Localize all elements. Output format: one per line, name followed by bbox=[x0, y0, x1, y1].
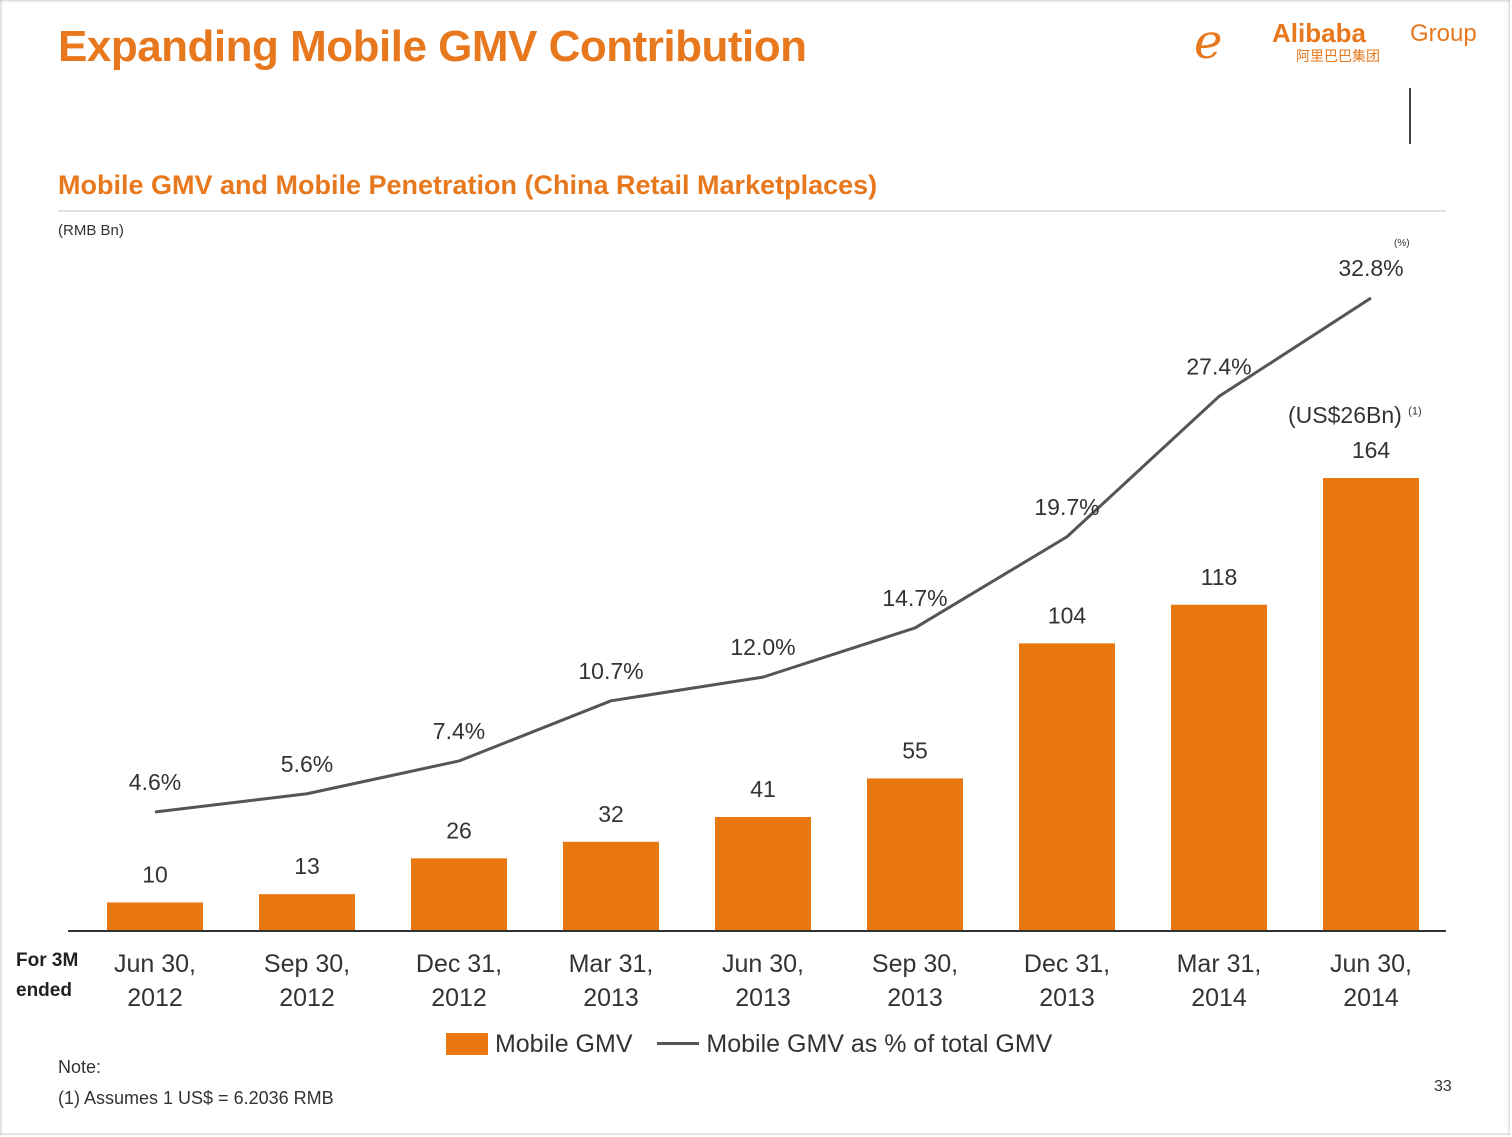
x-tick-label: Jun 30, bbox=[722, 950, 804, 978]
legend-line-swatch bbox=[657, 1042, 700, 1045]
left-axis-unit: (RMB Bn) bbox=[58, 222, 124, 239]
bar bbox=[411, 858, 507, 930]
bar bbox=[1019, 643, 1115, 930]
line-value-label: 5.6% bbox=[281, 751, 333, 777]
x-tick-label: Sep 30, bbox=[872, 950, 958, 978]
x-tick-label-year: 2014 bbox=[1191, 984, 1247, 1012]
x-tick-label-year: 2013 bbox=[887, 984, 943, 1012]
bar-value-label: 118 bbox=[1201, 564, 1238, 590]
x-tick-label-year: 2014 bbox=[1343, 984, 1399, 1012]
legend-bar-label: Mobile GMV bbox=[494, 1030, 633, 1058]
x-tick-label: Jun 30, bbox=[1330, 950, 1412, 978]
x-tick-label-year: 2012 bbox=[279, 984, 335, 1012]
line-value-label: 10.7% bbox=[578, 658, 643, 684]
logo-name: Alibaba bbox=[1272, 18, 1366, 48]
line-value-label: 7.4% bbox=[433, 718, 485, 744]
line-value-label: 19.7% bbox=[1034, 494, 1099, 520]
page-title: Expanding Mobile GMV Contribution bbox=[58, 22, 807, 71]
bar-value-label: 26 bbox=[446, 817, 472, 843]
bar bbox=[715, 817, 811, 930]
bar-value-label: 55 bbox=[902, 737, 928, 763]
divider bbox=[1409, 88, 1411, 144]
x-tick-label-year: 2012 bbox=[431, 984, 487, 1012]
line-value-label: 12.0% bbox=[730, 634, 795, 660]
right-axis-unit: (%) bbox=[1394, 238, 1410, 249]
bar bbox=[107, 902, 203, 930]
period-label: For 3M ended bbox=[16, 946, 78, 1006]
x-tick-label: Sep 30, bbox=[264, 950, 350, 978]
x-tick-label: Dec 31, bbox=[416, 950, 502, 978]
bar-value-label: 13 bbox=[294, 853, 320, 879]
bar-value-label: 10 bbox=[142, 861, 168, 887]
x-tick-label: Dec 31, bbox=[1024, 950, 1110, 978]
bar-value-label: 32 bbox=[598, 801, 624, 827]
x-tick-label: Mar 31, bbox=[1177, 950, 1262, 978]
usd-annotation-text: (US$26Bn) bbox=[1288, 402, 1402, 428]
bar bbox=[259, 894, 355, 930]
bar-value-label: 164 bbox=[1352, 437, 1391, 463]
page-number: 33 bbox=[1434, 1078, 1452, 1095]
bar bbox=[1171, 604, 1267, 930]
line-value-label: 14.7% bbox=[882, 585, 947, 611]
x-tick-label-year: 2013 bbox=[583, 984, 639, 1012]
subtitle-rule bbox=[58, 210, 1446, 212]
alibaba-logo: e Alibaba Group 阿里巴巴集团 bbox=[1190, 12, 1490, 72]
bar bbox=[563, 841, 659, 930]
x-tick-label: Mar 31, bbox=[569, 950, 654, 978]
note-item: (1) Assumes 1 US$ = 6.2036 RMB bbox=[58, 1088, 334, 1108]
bar bbox=[867, 778, 963, 930]
bar-value-label: 41 bbox=[750, 776, 776, 802]
period-label-line-2: ended bbox=[16, 980, 72, 1001]
legend-bar-swatch bbox=[446, 1033, 488, 1055]
x-tick-label-year: 2013 bbox=[1039, 984, 1095, 1012]
bar bbox=[1323, 478, 1419, 930]
x-tick-label: Jun 30, bbox=[114, 950, 196, 978]
line-value-label: 4.6% bbox=[129, 769, 181, 795]
x-tick-label-year: 2013 bbox=[735, 984, 791, 1012]
bar-value-label: 104 bbox=[1048, 602, 1087, 628]
x-tick-label-year: 2012 bbox=[127, 984, 183, 1012]
legend: Mobile GMV Mobile GMV as % of total GMV bbox=[446, 1030, 1052, 1059]
note-heading: Note: bbox=[58, 1057, 102, 1077]
logo-group: Group bbox=[1410, 20, 1477, 47]
alibaba-logo-mark-icon: e bbox=[1194, 14, 1223, 70]
line-value-label: 27.4% bbox=[1186, 353, 1251, 379]
usd-annotation: (US$26Bn) (1) bbox=[1288, 402, 1422, 429]
line-value-label: 32.8% bbox=[1338, 255, 1403, 281]
penetration-line bbox=[154, 296, 1372, 814]
legend-line-label: Mobile GMV as % of total GMV bbox=[706, 1030, 1053, 1058]
footnote-mark: (1) bbox=[1408, 405, 1422, 418]
period-label-line-1: For 3M bbox=[16, 950, 79, 971]
chart-subtitle: Mobile GMV and Mobile Penetration (China… bbox=[58, 170, 878, 200]
logo-chinese-name: 阿里巴巴集团 bbox=[1296, 48, 1380, 64]
